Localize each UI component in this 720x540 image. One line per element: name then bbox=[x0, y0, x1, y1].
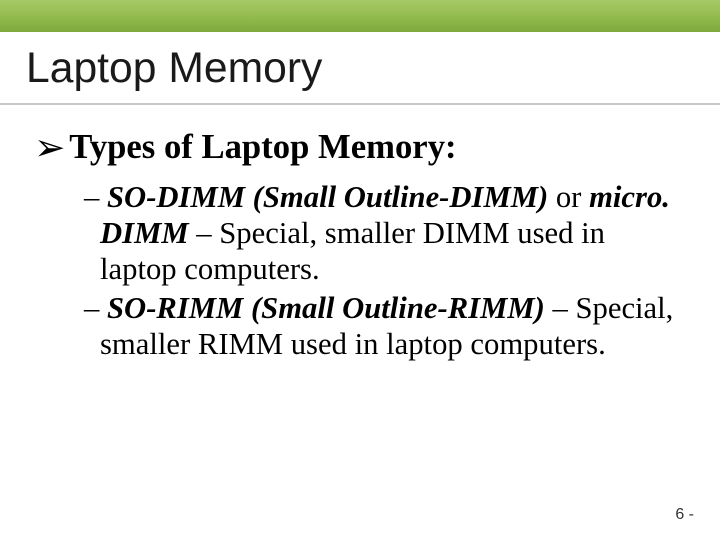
slide-title: Laptop Memory bbox=[26, 44, 694, 93]
term-bold-italic: SO-DIMM (Small Outline-DIMM) bbox=[107, 180, 548, 214]
list-item: – SO-RIMM (Small Outline-RIMM) – Special… bbox=[84, 290, 686, 362]
list-item: – SO-DIMM (Small Outline-DIMM) or micro.… bbox=[84, 179, 686, 288]
arrow-icon: ➢ bbox=[34, 129, 65, 166]
text: or bbox=[548, 180, 589, 214]
bullet-heading: Types of Laptop Memory: bbox=[69, 128, 456, 167]
term-bold-italic: SO-RIMM (Small Outline-RIMM) bbox=[107, 291, 545, 325]
sublist: – SO-DIMM (Small Outline-DIMM) or micro.… bbox=[34, 173, 686, 362]
dash: – bbox=[84, 291, 107, 325]
bullet-level1: ➢ Types of Laptop Memory: bbox=[34, 127, 686, 167]
page-number: 6 - bbox=[675, 506, 694, 524]
content-area: ➢ Types of Laptop Memory: – SO-DIMM (Sma… bbox=[0, 105, 720, 362]
header-band bbox=[0, 0, 720, 32]
dash: – bbox=[84, 180, 107, 214]
title-area: Laptop Memory bbox=[0, 32, 720, 105]
slide: Laptop Memory ➢ Types of Laptop Memory: … bbox=[0, 0, 720, 540]
